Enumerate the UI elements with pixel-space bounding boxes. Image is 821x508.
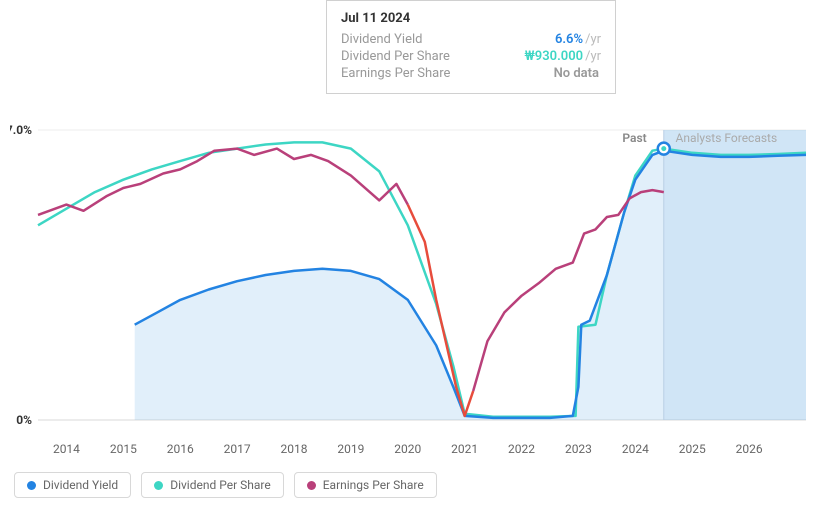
x-tick-label: 2019 <box>337 442 364 456</box>
tooltip-row-dividend-yield: Dividend Yield 6.6%/yr <box>341 32 601 47</box>
tooltip-label: Dividend Per Share <box>341 49 450 64</box>
legend-dot-icon <box>307 481 316 490</box>
svg-text:7.0%: 7.0% <box>10 123 32 137</box>
x-tick-label: 2024 <box>622 442 649 456</box>
x-tick-label: 2026 <box>736 442 763 456</box>
legend-item-dividend-per-share[interactable]: Dividend Per Share <box>141 472 284 498</box>
tooltip-unit: /yr <box>585 49 601 64</box>
tooltip-row-earnings-per-share: Earnings Per Share No data <box>341 66 601 81</box>
legend-dot-icon <box>154 481 163 490</box>
svg-text:Analysts Forecasts: Analysts Forecasts <box>676 131 778 145</box>
legend-item-earnings-per-share[interactable]: Earnings Per Share <box>294 472 437 498</box>
x-tick-label: 2016 <box>167 442 194 456</box>
tooltip-label: Earnings Per Share <box>341 66 450 81</box>
x-tick-label: 2020 <box>394 442 421 456</box>
x-tick-label: 2014 <box>53 442 80 456</box>
tooltip-row-dividend-per-share: Dividend Per Share ₩930.000/yr <box>341 49 601 64</box>
tooltip-date: Jul 11 2024 <box>341 11 601 26</box>
tooltip-unit: /yr <box>585 32 601 47</box>
svg-text:Past: Past <box>622 131 646 145</box>
tooltip-value: ₩930.000 <box>524 49 583 64</box>
svg-text:0%: 0% <box>16 413 32 427</box>
legend-item-dividend-yield[interactable]: Dividend Yield <box>14 472 131 498</box>
tooltip-label: Dividend Yield <box>341 32 422 47</box>
plot-area[interactable]: 0% 7.0% Past Analysts Forecasts <box>10 100 811 430</box>
x-tick-label: 2021 <box>451 442 478 456</box>
legend-dot-icon <box>27 481 36 490</box>
x-tick-label: 2022 <box>508 442 535 456</box>
x-axis-labels: 2014 2015 2016 2017 2018 2019 2020 2021 2022 2023… <box>10 442 811 460</box>
tooltip-value: 6.6% <box>555 32 583 47</box>
x-tick-label: 2025 <box>679 442 706 456</box>
chart-tooltip: Jul 11 2024 Dividend Yield 6.6%/yr Divid… <box>326 0 616 94</box>
dividend-chart: Jul 11 2024 Dividend Yield 6.6%/yr Divid… <box>0 0 821 508</box>
legend-label: Dividend Per Share <box>170 478 271 492</box>
x-tick-label: 2015 <box>110 442 137 456</box>
legend-label: Earnings Per Share <box>323 478 424 492</box>
x-tick-label: 2017 <box>224 442 251 456</box>
x-tick-label: 2023 <box>565 442 592 456</box>
x-tick-label: 2018 <box>281 442 308 456</box>
chart-legend: Dividend Yield Dividend Per Share Earnin… <box>14 472 437 498</box>
legend-label: Dividend Yield <box>43 478 118 492</box>
chart-svg: 0% 7.0% Past Analysts Forecasts <box>10 100 810 430</box>
tooltip-value: No data <box>554 66 599 81</box>
